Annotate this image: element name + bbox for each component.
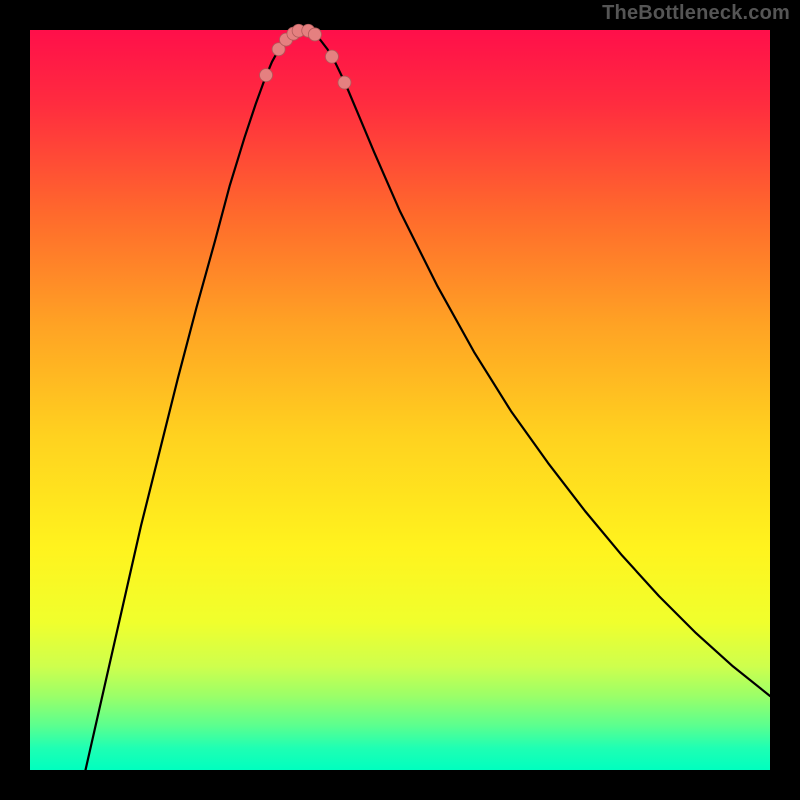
curve-marker bbox=[260, 69, 273, 82]
curve-marker bbox=[308, 28, 321, 41]
chart-svg bbox=[30, 30, 770, 770]
curve-marker bbox=[325, 50, 338, 63]
plot-area bbox=[30, 30, 770, 770]
chart-frame: TheBottleneck.com bbox=[0, 0, 800, 800]
watermark-text: TheBottleneck.com bbox=[602, 2, 790, 25]
curve-marker bbox=[338, 76, 351, 89]
gradient-background bbox=[30, 30, 770, 770]
